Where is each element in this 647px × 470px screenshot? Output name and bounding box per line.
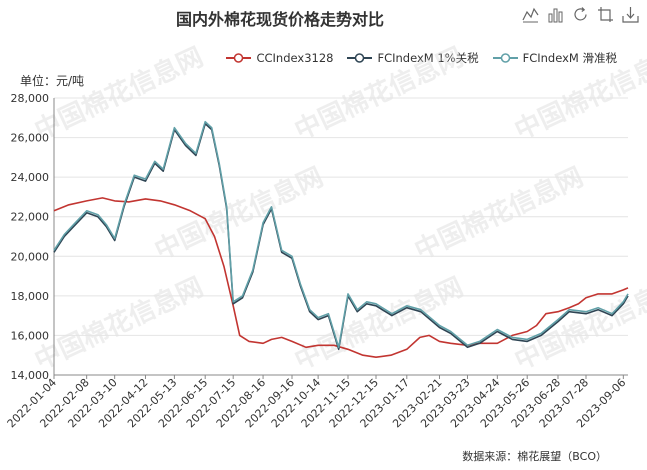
y-axis: 14,000 16,000 18,000 20,000 22,000 24,000 26,0… [11, 92, 55, 382]
legend-item-ccindex[interactable]: CCIndex3128 [226, 51, 333, 65]
toolbox [522, 6, 639, 23]
x-axis: 2022-01-042022-02-082022-03-102022-04-12… [5, 375, 628, 430]
legend-swatch-fcindex-sliding [492, 53, 518, 63]
y-tick-label: 24,000 [11, 171, 50, 184]
restore-icon[interactable] [597, 6, 614, 23]
legend-swatch-fcindex-1pct [347, 53, 373, 63]
download-icon[interactable] [622, 6, 639, 23]
legend-label-fcindex-1pct: FCIndexM 1%关税 [377, 51, 479, 65]
grid-lines [54, 97, 628, 376]
series-lines [53, 120, 629, 359]
watermark-logo: 中国棉花信息网 [510, 41, 647, 146]
watermark-logo: 中国棉花信息网 [30, 41, 208, 146]
y-tick-label: 28,000 [11, 92, 50, 105]
legend-item-fcindex-1pct[interactable]: FCIndexM 1%关税 [347, 50, 479, 66]
y-tick-label: 26,000 [11, 132, 50, 145]
legend-item-fcindex-sliding[interactable]: FCIndexM 滑准税 [492, 50, 617, 66]
watermark-logo: 中国棉花信息网 [290, 41, 468, 146]
watermark-logo: 中国棉花信息网 [290, 271, 468, 376]
legend-label-ccindex: CCIndex3128 [256, 51, 334, 65]
unit-label: 单位：元/吨 [20, 74, 85, 88]
y-tick-label: 16,000 [11, 329, 50, 342]
source-note: 数据来源：棉花展望（BCO） [462, 450, 607, 463]
series-line-0 [53, 197, 629, 359]
refresh-icon[interactable] [572, 6, 589, 23]
y-tick-label: 14,000 [11, 369, 50, 382]
chart-title: 国内外棉花现货价格走势对比 [175, 10, 384, 29]
y-tick-label: 20,000 [11, 250, 50, 263]
legend-label-fcindex-sliding: FCIndexM 滑准税 [522, 51, 617, 65]
legend: CCIndex3128 FCIndexM 1%关税 FCIndexM 滑准税 [226, 50, 617, 66]
y-tick-label: 18,000 [11, 290, 50, 303]
watermark-logo: 中国棉花信息网 [30, 271, 208, 376]
y-tick-label: 22,000 [11, 211, 50, 224]
bar-chart-icon[interactable] [547, 6, 564, 23]
legend-swatch-ccindex [226, 53, 252, 63]
line-chart-icon[interactable] [522, 6, 539, 23]
series-line-2 [53, 120, 629, 349]
watermark-logo: 中国棉花信息网 [510, 271, 647, 376]
